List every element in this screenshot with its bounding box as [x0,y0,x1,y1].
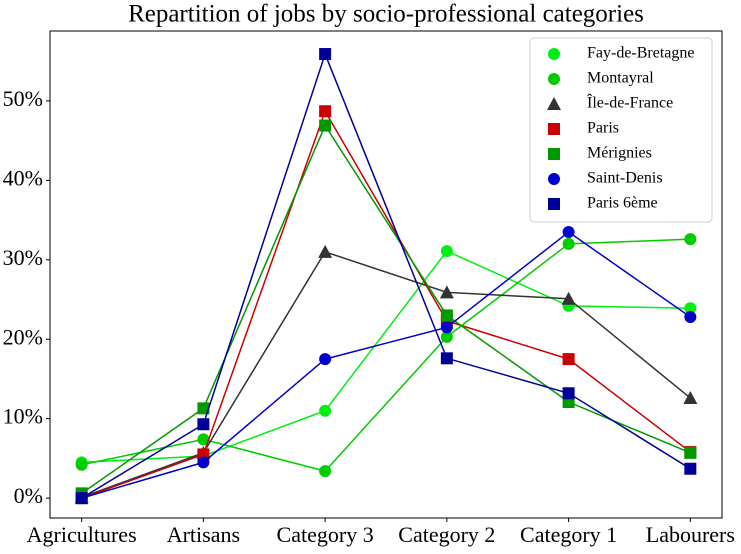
data-point [319,465,332,478]
data-point [319,105,332,118]
data-point [440,352,453,365]
series-line [81,123,691,494]
y-tick-label: 50% [3,86,43,111]
data-point [440,245,453,258]
data-point [319,119,332,132]
x-tick-label: Agricultures [27,522,137,547]
data-point [684,233,697,246]
data-point [684,446,697,459]
legend-marker [548,148,560,160]
series-line [81,250,691,499]
y-tick-label: 30% [3,245,43,270]
data-point [562,237,575,250]
legend-marker [548,48,560,60]
data-point [562,387,575,400]
data-point [197,418,210,431]
data-point [562,225,575,238]
legend-label: Île-de-France [587,93,673,112]
data-point [197,456,210,469]
legend-label: Paris [587,120,619,137]
data-point [684,311,697,324]
series-line [81,231,691,499]
data-point [75,492,88,505]
plot-frame [49,30,723,519]
legend-marker [548,73,560,85]
x-tick-label: Category 1 [520,522,617,547]
series-line [81,238,691,472]
y-tick-label: 0% [14,483,43,508]
data-point [319,353,332,366]
y-tick-label: 40% [3,165,43,190]
x-tick-label: Category 3 [277,522,374,547]
legend-label: Mérignies [587,145,652,162]
legend-marker [548,123,560,135]
x-tick-label: Category 2 [398,522,495,547]
data-point [197,433,210,446]
data-point [561,291,576,305]
series-line [81,250,691,464]
data-point [75,458,88,471]
data-point [197,402,210,415]
data-point [318,244,333,258]
x-tick-label: Artisans [167,522,240,547]
legend-label: Paris 6ème [587,195,658,212]
legend-label: Saint-Denis [587,170,663,187]
chart-title: Repartition of jobs by socio-professiona… [128,1,644,28]
data-point [562,353,575,366]
data-point [319,404,332,417]
y-tick-label: 20% [3,324,43,349]
data-point [684,462,697,475]
x-tick-label: Labourers [646,522,735,547]
legend-box [529,37,713,223]
data-point [683,391,698,405]
data-point [440,309,453,322]
data-point [440,321,453,334]
legend-label: Fay-de-Bretagne [587,45,695,62]
legend-label: Montayral [587,70,654,87]
legend-marker [548,173,560,185]
data-point [319,48,332,61]
series-line [81,51,691,499]
series-line [81,109,691,499]
y-tick-label: 10% [3,404,43,429]
data-point [684,302,697,315]
data-point [440,330,453,343]
data-point [439,285,454,299]
legend-marker [548,198,560,210]
legend-marker [547,97,561,110]
